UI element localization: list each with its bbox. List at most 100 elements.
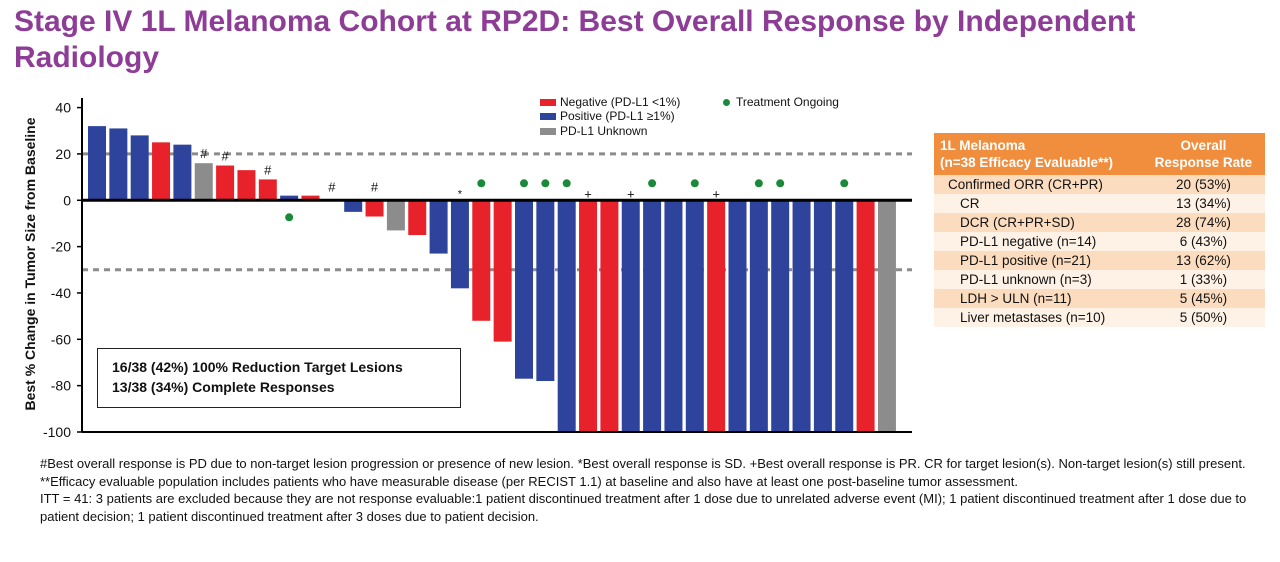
treatment-ongoing-dot	[541, 179, 550, 188]
table-cell-label: LDH > ULN (n=11)	[934, 289, 1142, 308]
bar	[877, 200, 896, 432]
bar	[258, 179, 277, 201]
treatment-ongoing-dot	[840, 179, 849, 188]
table-cell-value: 5 (45%)	[1141, 289, 1265, 308]
table-row: Confirmed ORR (CR+PR) 20 (53%)	[934, 175, 1265, 194]
table-cell-label: CR	[934, 194, 1142, 213]
bar	[280, 195, 299, 201]
legend-item-unknown: PD-L1 Unknown	[540, 124, 647, 139]
page-title: Stage IV 1L Melanoma Cohort at RP2D: Bes…	[14, 5, 1136, 74]
table-row: PD-L1 unknown (n=3) 1 (33%)	[934, 270, 1265, 289]
y-tick-label: -100	[43, 424, 71, 440]
bar-marker: #	[221, 149, 229, 164]
legend-dot-ongoing	[723, 99, 730, 107]
bar-marker: *	[458, 188, 463, 200]
table-cell-label: DCR (CR+PR+SD)	[934, 213, 1142, 232]
header-right-line-2: Response Rate	[1154, 155, 1253, 170]
table-row: PD-L1 positive (n=21) 13 (62%)	[934, 251, 1265, 270]
y-tick-label: 40	[55, 100, 71, 116]
legend-item-positive: Positive (PD-L1 ≥1%)	[540, 109, 675, 124]
footnote-efficacy-population: **Efficacy evaluable population includes…	[40, 473, 1018, 489]
bar	[600, 200, 619, 432]
bar	[771, 200, 790, 432]
treatment-ongoing-dot	[520, 179, 528, 188]
table-cell-label: Confirmed ORR (CR+PR)	[934, 175, 1142, 194]
table-cell-value: 5 (50%)	[1141, 308, 1265, 327]
bar-marker: #	[200, 146, 208, 161]
bar-marker: #	[371, 179, 379, 194]
bar	[109, 128, 128, 201]
footnote-symbols: #Best overall response is PD due to non-…	[40, 456, 1246, 471]
table-cell-label: Liver metastases (n=10)	[934, 308, 1142, 327]
y-tick-label: 20	[55, 146, 71, 162]
bar	[344, 200, 363, 212]
header-right-line-1: Overall	[1180, 138, 1227, 153]
legend-label-positive: Positive (PD-L1 ≥1%)	[560, 109, 675, 123]
table-cell-value: 1 (33%)	[1141, 270, 1265, 289]
bar	[685, 200, 704, 432]
y-axis-title: Best % Change in Tumor Size from Baselin…	[22, 117, 38, 410]
legend-item-ongoing: Treatment Ongoing	[723, 95, 839, 110]
table-cell-value: 6 (43%)	[1141, 232, 1265, 251]
footnotes: #Best overall response is PD due to non-…	[40, 455, 1275, 525]
bar	[707, 200, 726, 432]
legend-label-unknown: PD-L1 Unknown	[560, 124, 648, 138]
legend-item-negative: Negative (PD-L1 <1%)	[540, 95, 680, 110]
bar	[429, 200, 448, 254]
legend-swatch-unknown	[540, 128, 556, 136]
legend-label-negative: Negative (PD-L1 <1%)	[560, 95, 681, 109]
treatment-ongoing-dot	[690, 179, 699, 188]
treatment-ongoing-dot	[285, 213, 294, 222]
response-table-header-right: Overall Response Rate	[1141, 133, 1265, 175]
bar	[493, 200, 512, 342]
treatment-ongoing-dot	[562, 179, 571, 188]
treatment-ongoing-dot	[776, 179, 785, 188]
bar-marker: +	[584, 186, 592, 201]
bar	[472, 200, 491, 321]
table-cell-value: 28 (74%)	[1141, 213, 1265, 232]
bar	[792, 200, 811, 432]
bar-marker: #	[264, 162, 272, 177]
legend-swatch-negative	[540, 99, 556, 107]
bar	[643, 200, 662, 432]
bar	[301, 195, 320, 201]
y-tick-label: -40	[51, 285, 71, 301]
bar	[579, 200, 598, 432]
bar	[386, 200, 405, 231]
table-cell-value: 13 (34%)	[1141, 194, 1265, 213]
bar	[450, 200, 469, 289]
bar	[408, 200, 427, 236]
bar	[173, 144, 192, 201]
bar	[88, 126, 106, 201]
table-cell-value: 13 (62%)	[1141, 251, 1265, 270]
bar	[557, 200, 576, 432]
waterfall-chart: # # # # # * + + +40 20 0 -20 -40 -60 -80 -100 Best % Cha…	[22, 98, 912, 440]
bar	[365, 200, 384, 217]
legend-label-ongoing: Treatment Ongoing	[736, 95, 839, 109]
table-row: Liver metastases (n=10) 5 (50%)	[934, 308, 1265, 327]
y-tick-label: -20	[51, 239, 71, 255]
bar	[536, 200, 555, 382]
summary-annotation-box: 16/38 (42%) 100% Reduction Target Lesion…	[97, 348, 461, 408]
response-table-header-left: 1L Melanoma (n=38 Efficacy Evaluable**)	[934, 133, 1142, 175]
y-tick-label: -80	[51, 378, 71, 394]
bar-marker: +	[712, 186, 720, 201]
table-row: PD-L1 negative (n=14) 6 (43%)	[934, 232, 1265, 251]
table-cell-label: PD-L1 negative (n=14)	[934, 232, 1142, 251]
bar	[664, 200, 683, 432]
header-left-line-2: (n=38 Efficacy Evaluable**)	[940, 155, 1113, 170]
treatment-ongoing-dot	[477, 179, 486, 188]
bar	[194, 163, 213, 201]
bar	[216, 165, 235, 201]
bar	[856, 200, 875, 432]
bar	[728, 200, 747, 432]
response-table: 1L Melanoma (n=38 Efficacy Evaluable**) O…	[934, 133, 1265, 327]
bar	[749, 200, 768, 432]
table-row: DCR (CR+PR+SD) 28 (74%)	[934, 213, 1265, 232]
bar	[835, 200, 854, 432]
y-tick-label: -60	[51, 331, 71, 347]
response-table-header: 1L Melanoma (n=38 Efficacy Evaluable**) O…	[934, 133, 1265, 175]
annotation-line-1: 16/38 (42%) 100% Reduction Target Lesion…	[112, 359, 403, 375]
bar	[152, 142, 171, 201]
footnote-itt: ITT = 41: 3 patients are excluded becaus…	[40, 491, 1247, 524]
